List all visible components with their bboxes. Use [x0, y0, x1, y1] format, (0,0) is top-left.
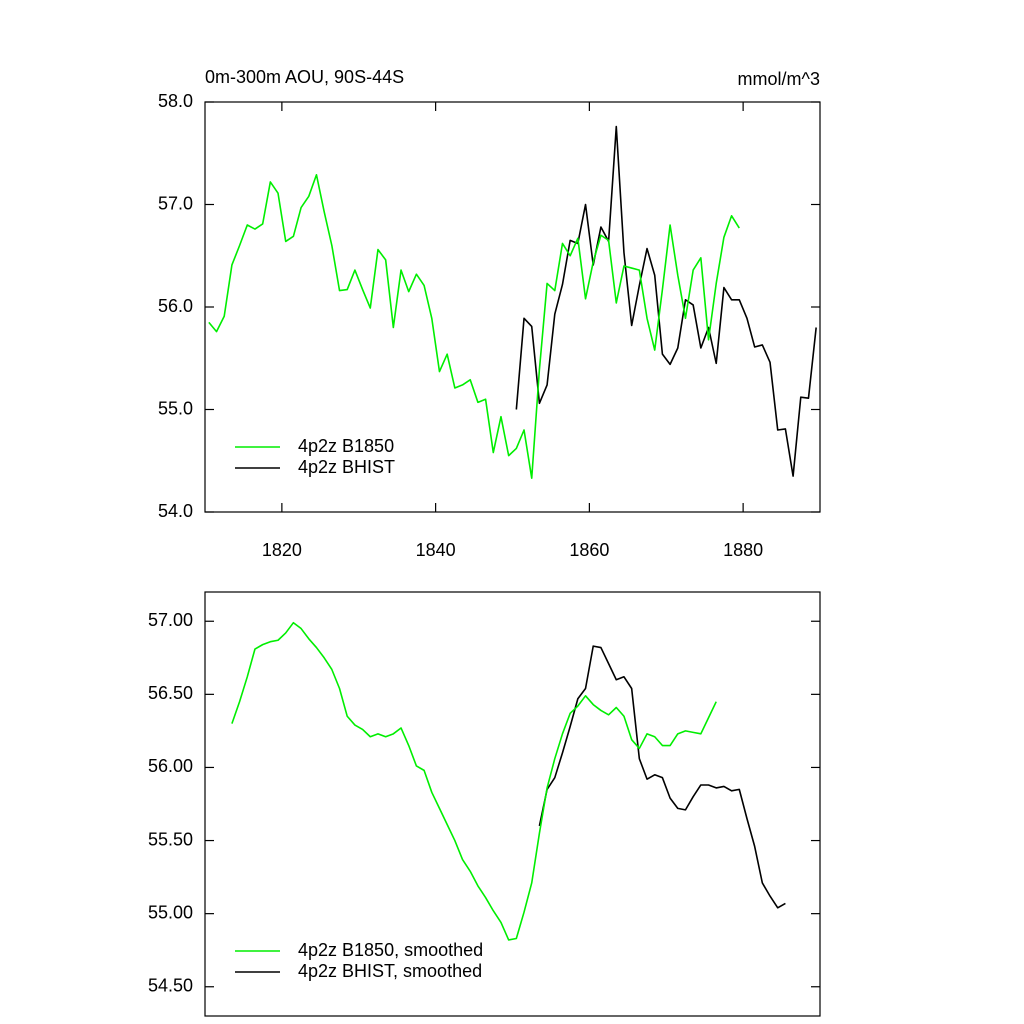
y-tick-label: 58.0 — [158, 91, 193, 111]
y-tick-label: 54.50 — [148, 976, 193, 996]
legend-label: 4p2z BHIST, smoothed — [298, 961, 482, 981]
y-tick-label: 56.50 — [148, 683, 193, 703]
x-tick-label: 1860 — [569, 540, 609, 560]
legend-label: 4p2z B1850, smoothed — [298, 940, 483, 960]
y-tick-label: 57.0 — [158, 193, 193, 213]
legend-label: 4p2z BHIST — [298, 457, 395, 477]
series-line — [538, 645, 786, 909]
legend-label: 4p2z B1850 — [298, 436, 394, 456]
units-label: mmol/m^3 — [738, 69, 820, 89]
chart-title: 0m-300m AOU, 90S-44S — [205, 67, 404, 87]
y-tick-label: 56.0 — [158, 296, 193, 316]
x-tick-label: 1840 — [416, 540, 456, 560]
y-tick-label: 55.0 — [158, 398, 193, 418]
y-tick-label: 55.00 — [148, 902, 193, 922]
y-tick-label: 57.00 — [148, 610, 193, 630]
series-line — [208, 173, 740, 479]
x-tick-label: 1880 — [723, 540, 763, 560]
y-tick-label: 55.50 — [148, 829, 193, 849]
x-tick-label: 1820 — [262, 540, 302, 560]
plot-frame — [204, 591, 821, 1017]
series-line — [231, 621, 717, 941]
y-tick-label: 56.00 — [148, 756, 193, 776]
series-line — [515, 125, 817, 477]
y-tick-label: 54.0 — [158, 501, 193, 521]
